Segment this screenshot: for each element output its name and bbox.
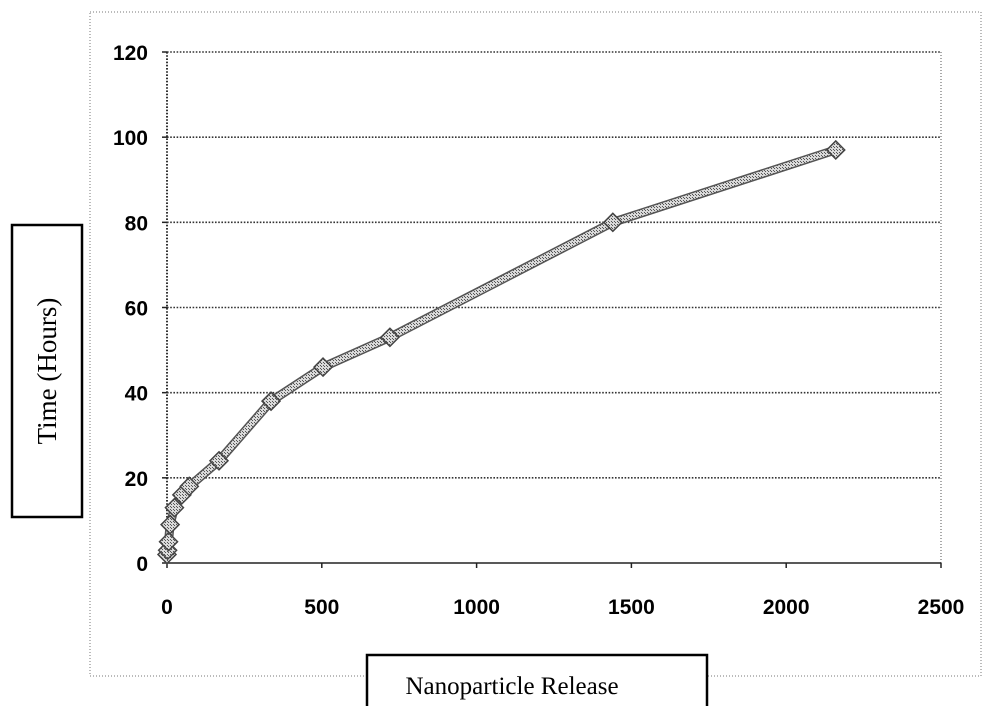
y-tick-label: 120: [113, 42, 148, 65]
y-tick-label: 20: [125, 468, 148, 491]
data-point-marker: [312, 357, 334, 378]
data-series: [156, 139, 846, 565]
data-point-marker: [602, 212, 623, 233]
data-point-marker: [208, 450, 230, 471]
x-tick-label: 0: [161, 596, 173, 619]
x-axis-ticks: 0 500 1000 1500 2000 2500: [161, 563, 964, 619]
gridlines: [167, 51, 942, 563]
data-point-marker: [158, 531, 179, 552]
data-point-marker: [379, 327, 400, 348]
series-line-outline: [162, 145, 841, 559]
data-point-marker: [825, 139, 846, 161]
y-axis-label: Time (Hours): [32, 298, 62, 445]
data-point-marker: [164, 497, 185, 518]
chart-area-border: [89, 11, 982, 677]
x-axis-label-box: [365, 653, 709, 706]
y-tick-label: 40: [125, 383, 148, 406]
x-axis-label: Nanoparticle Release: [405, 673, 618, 700]
y-tick-label: 0: [136, 553, 148, 576]
x-tick-label: 2500: [918, 596, 965, 619]
y-tick-label: 80: [125, 212, 148, 235]
data-point-marker: [160, 514, 181, 535]
data-point-marker: [179, 476, 200, 497]
x-tick-label: 500: [304, 596, 339, 619]
x-tick-label: 1500: [608, 596, 655, 619]
x-tick-label: 2000: [763, 596, 810, 619]
y-tick-label: 60: [125, 298, 148, 321]
y-tick-label: 100: [113, 127, 148, 150]
data-point-marker: [260, 391, 282, 412]
series-line: [164, 146, 839, 558]
x-tick-label: 1000: [453, 596, 500, 619]
y-axis-ticks: 0 20 40 60 80 100 120: [113, 42, 167, 576]
y-axis-label-box: [10, 223, 84, 519]
